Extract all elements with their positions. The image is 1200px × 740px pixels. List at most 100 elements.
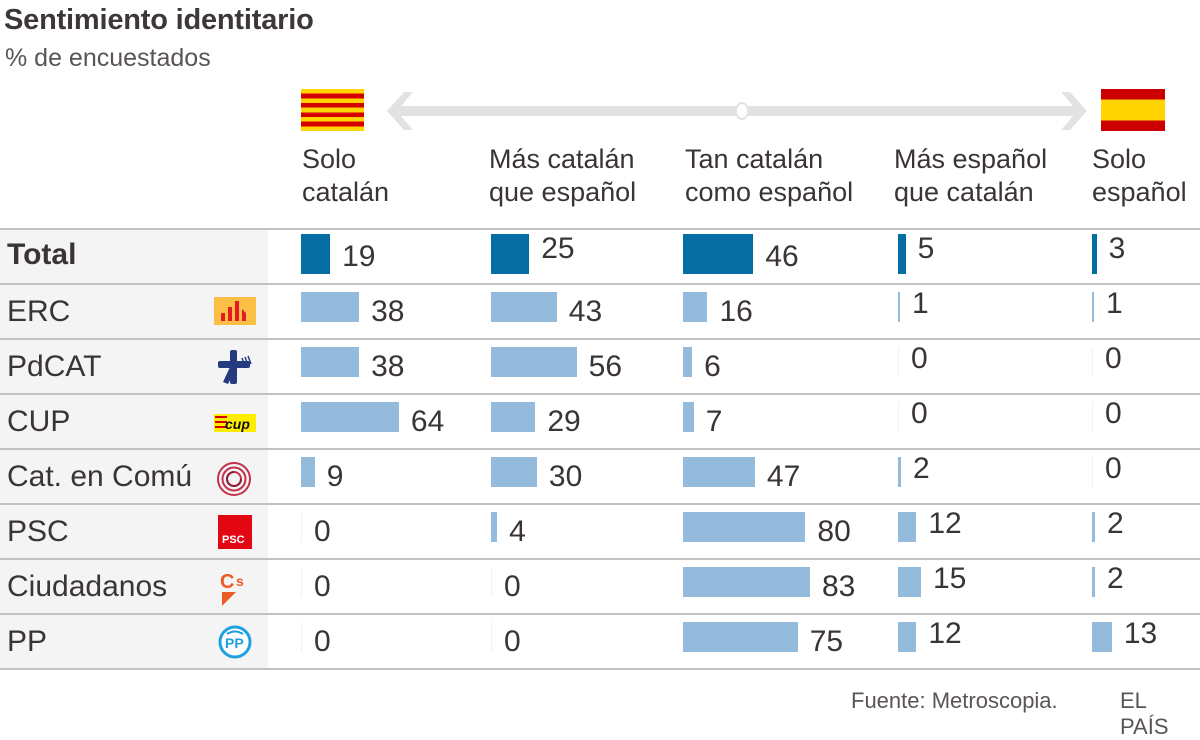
bar: [898, 567, 921, 597]
bar: [683, 347, 693, 377]
column-header-line: Más español: [894, 144, 1048, 174]
bar: [898, 347, 899, 377]
chart-subtitle: % de encuestados: [5, 44, 211, 72]
cup-logo-icon: cup: [214, 405, 256, 439]
value-label: 30: [548, 460, 583, 493]
value-label: 2: [1107, 507, 1124, 540]
bar: [898, 512, 917, 542]
value-label: 12: [928, 507, 962, 540]
row-label-cell: ERC: [0, 285, 268, 338]
erc-logo-icon: [214, 295, 256, 329]
party-name: PSC: [7, 515, 69, 548]
row-label-cell: Total: [0, 230, 268, 283]
value-label: 3: [1108, 232, 1126, 265]
bar: [301, 457, 315, 487]
column-header: Solo catalán: [302, 143, 389, 209]
pdcat-logo-icon: [214, 350, 256, 384]
value-label: 0: [314, 515, 331, 548]
catalonia-flag-icon: [301, 89, 364, 131]
value-label: 83: [821, 570, 856, 603]
bar: [301, 234, 331, 274]
bar: [491, 347, 577, 377]
psc-logo-icon: PSC: [214, 515, 256, 549]
party-name: Cat. en Comú: [7, 460, 193, 493]
value-label: 5: [917, 232, 935, 265]
value-label: 6: [704, 350, 721, 383]
bar: [301, 402, 399, 432]
value-label: 0: [314, 570, 331, 603]
bar: [491, 457, 537, 487]
bar: [898, 457, 902, 487]
bar: [301, 512, 302, 542]
table-row: ERC 38 43 16 1 1: [0, 283, 1200, 338]
bar: [491, 234, 530, 274]
party-name: PdCAT: [7, 350, 102, 383]
column-header-line: catalán: [302, 177, 390, 207]
row-label-cell: Cat. en Comú: [0, 450, 268, 503]
data-table: Total 19 25 46 5 3 ERC 38 43 16 1 1 PdCAT 38 56 6 0 0 CUP c…: [0, 228, 1200, 670]
pp-logo-icon: PP: [214, 625, 256, 659]
bar: [491, 622, 492, 652]
bar: [301, 347, 360, 377]
bar: [683, 234, 754, 274]
value-label: 0: [1105, 452, 1122, 485]
table-row: PdCAT 38 56 6 0 0: [0, 338, 1200, 393]
column-header: Más catalán que español: [489, 143, 636, 209]
value-label: 1: [912, 287, 929, 320]
value-label: 4: [509, 515, 526, 548]
table-row: Total 19 25 46 5 3: [0, 228, 1200, 283]
column-header-line: Tan catalán: [685, 144, 824, 174]
svg-text:C: C: [220, 571, 234, 593]
bar: [898, 292, 900, 322]
bar: [683, 567, 810, 597]
value-label: 0: [1105, 342, 1122, 375]
bar: [1092, 402, 1093, 432]
svg-text:PSC: PSC: [222, 534, 245, 546]
svg-text:cup: cup: [225, 416, 250, 432]
bar: [491, 402, 536, 432]
table-row: PSC PSC 0 4 80 12 2: [0, 503, 1200, 558]
brand-credit: EL PAÍS: [1120, 688, 1169, 739]
bar: [683, 292, 708, 322]
column-header-line: Solo: [302, 144, 357, 174]
svg-text:PP: PP: [225, 635, 244, 651]
column-header-line: que catalán: [894, 177, 1034, 207]
catencomu-logo-icon: [214, 460, 256, 496]
bar: [301, 622, 302, 652]
double-arrow-icon: [387, 92, 1087, 130]
table-row: CUP cup 64 29 7 0 0: [0, 393, 1200, 448]
column-header: Tan catalán como español: [685, 143, 853, 209]
value-label: 2: [1107, 562, 1124, 595]
value-label: 1: [1106, 287, 1123, 320]
table-row: PP PP 0 0 75 12 13: [0, 613, 1200, 670]
bar: [1092, 567, 1096, 597]
value-label: 16: [719, 295, 753, 328]
bar: [898, 622, 917, 652]
column-header-line: como español: [685, 177, 854, 207]
value-label: 0: [314, 625, 331, 658]
bar: [898, 402, 899, 432]
value-label: 29: [547, 405, 581, 438]
table-row: Cat. en Comú 9 30 47 2 0: [0, 448, 1200, 503]
column-header: Más español que catalán: [894, 143, 1047, 209]
value-label: 2: [913, 452, 930, 485]
value-label: 13: [1123, 617, 1158, 650]
row-label-cell: PP PP: [0, 615, 268, 668]
value-label: 38: [371, 295, 405, 328]
value-label: 0: [504, 570, 521, 603]
bar: [301, 292, 360, 322]
bar: [683, 457, 755, 487]
value-label: 15: [932, 562, 967, 595]
spain-flag-icon: [1101, 89, 1165, 131]
value-label: 19: [342, 240, 376, 273]
column-header-line: Solo: [1092, 144, 1147, 174]
value-label: 0: [1105, 397, 1122, 430]
party-name: CUP: [7, 405, 71, 438]
source-note: Fuente: Metroscopia.: [851, 688, 1058, 713]
bar: [683, 622, 798, 652]
bar: [491, 292, 557, 322]
column-header: Solo español: [1092, 143, 1187, 209]
chart-title: Sentimiento identitario: [4, 4, 314, 36]
value-label: 47: [766, 460, 801, 493]
